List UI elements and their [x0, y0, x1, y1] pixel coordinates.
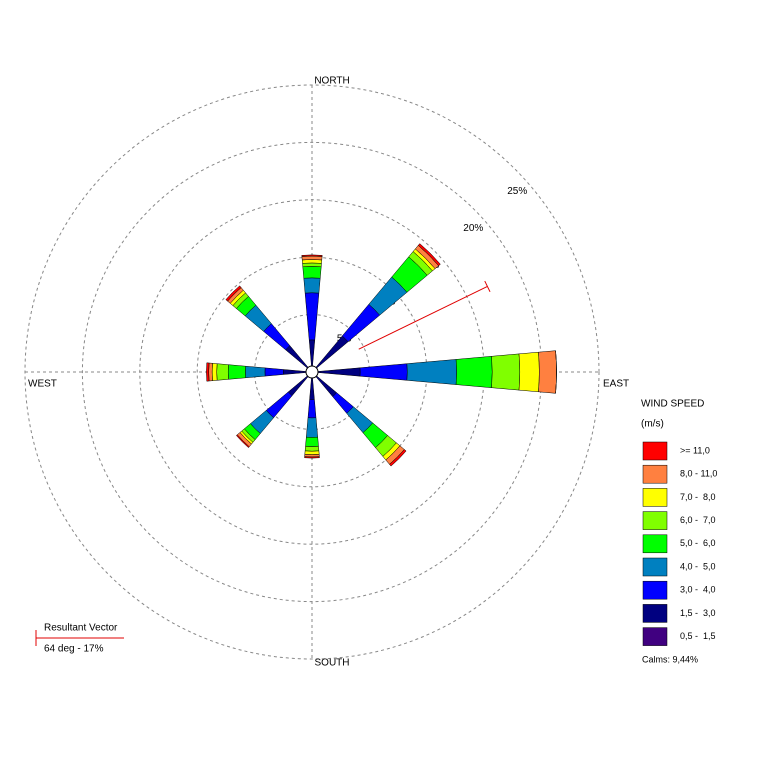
petal-segment: [313, 373, 337, 397]
petal-segment: [518, 351, 540, 393]
legend-units: (m/s): [641, 419, 664, 430]
legend-swatch: [642, 488, 668, 507]
grid-ring: [24, 84, 600, 660]
legend-label: 3,0 - 4,0: [680, 585, 716, 595]
petal-segment: [359, 363, 408, 381]
legend-label: 1,5 - 3,0: [680, 608, 716, 618]
ring-label: 20%: [463, 223, 483, 234]
legend-label: 7,0 - 8,0: [680, 492, 716, 502]
petal-segment: [216, 363, 229, 381]
calms-label: Calms: 9,44%: [642, 654, 698, 664]
petal-segment: [417, 243, 441, 267]
petal-segment: [287, 373, 311, 397]
petal-segment: [304, 450, 320, 455]
petal-segment: [208, 362, 213, 382]
petal-segment: [306, 417, 318, 438]
petal-segment: [389, 449, 407, 467]
legend-label: 5,0 - 6,0: [680, 538, 716, 548]
resultant-title: Resultant Vector: [44, 623, 118, 634]
petal-segment: [245, 365, 266, 379]
petal-segment: [406, 359, 457, 385]
petal-segment: [308, 339, 316, 369]
petal-segment: [304, 446, 320, 452]
petal-segment: [309, 375, 315, 400]
ring-label: 25%: [507, 186, 527, 197]
calm-circle: [305, 365, 319, 379]
petal-segment: [491, 353, 521, 391]
petal-segment: [225, 285, 242, 302]
legend-swatch: [642, 580, 668, 600]
legend-swatch: [642, 534, 668, 554]
petal-segment: [211, 363, 218, 381]
legend-swatch: [642, 464, 668, 484]
petal-segment: [313, 335, 349, 371]
direction-label: EAST: [603, 379, 629, 390]
petal-segment: [264, 367, 284, 377]
legend-swatch: [642, 441, 668, 461]
legend-title: WIND SPEED: [641, 399, 704, 410]
resultant-vector: [358, 285, 488, 350]
direction-label: SOUTH: [315, 658, 350, 669]
petal-segment: [283, 369, 309, 375]
direction-label: WEST: [28, 379, 57, 390]
petal-segment: [315, 367, 361, 377]
resultant-cap: [484, 280, 491, 293]
petal-segment: [302, 266, 322, 279]
legend-label: 6,0 - 7,0: [680, 515, 716, 525]
petal-segment: [227, 364, 246, 380]
petal-segment: [301, 255, 323, 261]
legend-swatch: [642, 604, 668, 623]
legend-label: 4,0 - 5,0: [680, 561, 716, 571]
petal-segment: [455, 356, 493, 388]
legend-swatch: [642, 557, 668, 577]
legend-label: 0,5 - 1,5: [680, 631, 716, 641]
legend-swatch: [642, 511, 668, 530]
petal-segment: [263, 323, 291, 351]
petal-segment: [304, 456, 320, 459]
petal-segment: [538, 350, 557, 394]
petal-segment: [285, 345, 311, 371]
petal-segment: [304, 292, 320, 341]
resultant-label: 64 deg - 17%: [44, 644, 104, 655]
direction-label: NORTH: [314, 76, 349, 87]
petal-segment: [301, 259, 323, 264]
petal-segment: [307, 399, 317, 419]
petal-segment: [301, 254, 323, 257]
legend-label: >= 11,0: [680, 445, 710, 455]
legend-swatch: [642, 627, 668, 646]
petal-segment: [341, 303, 381, 343]
petal-segment: [305, 436, 319, 447]
petal-segment: [303, 277, 321, 294]
petal-segment: [236, 434, 250, 448]
petal-segment: [206, 362, 210, 382]
petal-segment: [265, 391, 293, 419]
legend-label: 8,0 - 11,0: [680, 469, 717, 479]
petal-segment: [302, 262, 322, 268]
